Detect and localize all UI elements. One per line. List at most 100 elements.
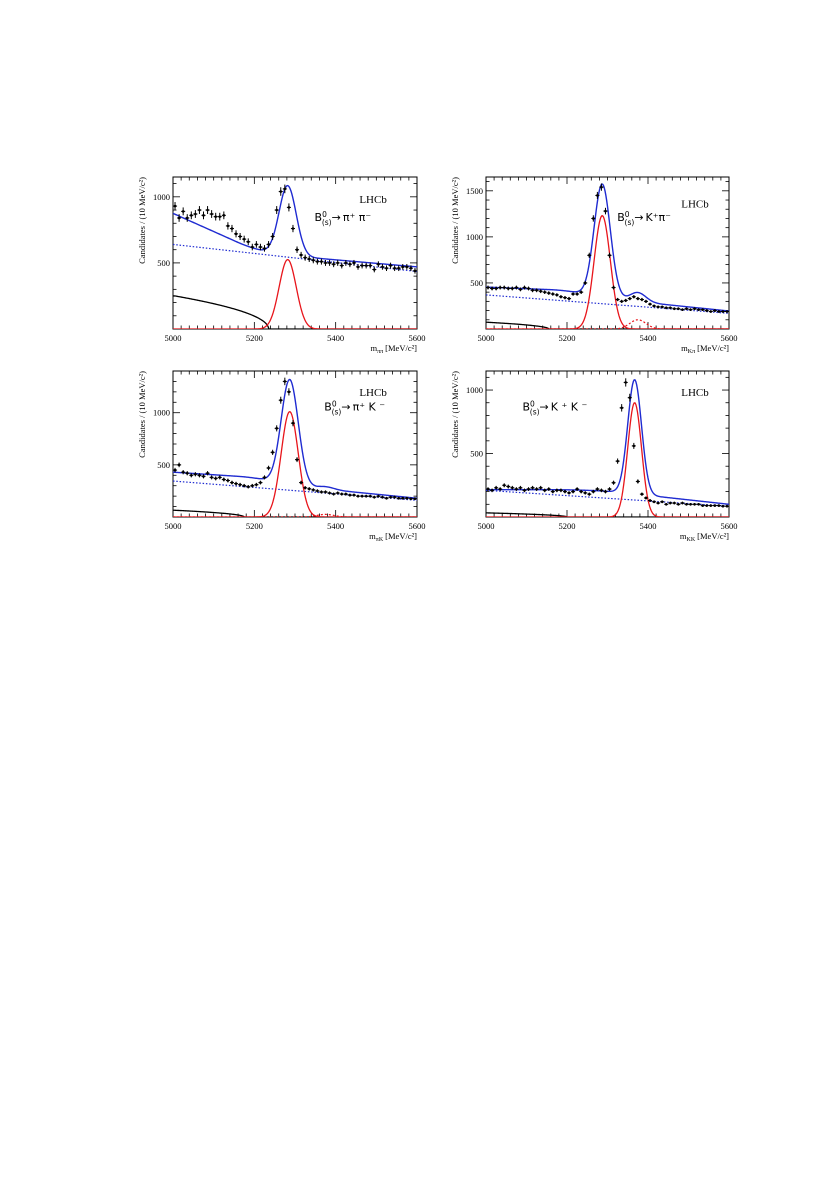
data-point	[218, 476, 222, 479]
data-point	[401, 496, 405, 500]
data-point	[551, 292, 555, 296]
data-point	[725, 310, 729, 313]
data-point	[531, 486, 534, 490]
data-point	[673, 307, 676, 311]
data-point	[377, 262, 380, 266]
data-point	[624, 381, 628, 384]
data-point	[381, 265, 384, 269]
data-point	[279, 398, 283, 402]
data-point	[291, 227, 295, 230]
y-tick-label: 500	[157, 258, 170, 268]
data-point	[628, 396, 632, 399]
data-point	[242, 237, 246, 241]
decay-label: B0 (s)→ K⁺π⁻	[617, 210, 671, 227]
data-point	[632, 295, 636, 299]
data-point	[620, 406, 623, 410]
data-point	[234, 482, 238, 485]
lhcb-label: LHCb	[681, 198, 709, 210]
data-point	[332, 492, 335, 496]
data-point	[271, 235, 274, 238]
data-point	[656, 305, 660, 309]
data-point	[251, 484, 254, 488]
data-point	[604, 209, 607, 213]
data-point	[177, 216, 181, 220]
decay-arrow: →	[540, 400, 549, 413]
data-point	[373, 268, 376, 271]
x-label-var: m	[680, 531, 687, 541]
data-point	[636, 297, 640, 300]
data-point	[214, 477, 217, 480]
data-point	[299, 253, 303, 257]
data-point	[336, 261, 340, 265]
data-point	[279, 190, 283, 193]
combinatorial-background-curve	[173, 243, 417, 273]
data-point	[600, 489, 603, 492]
data-point	[579, 290, 583, 294]
data-point	[648, 499, 652, 502]
y-axis-label: Candidates / (10 MeV/c²)	[137, 371, 147, 458]
data-point	[275, 427, 279, 430]
data-point	[271, 451, 274, 454]
x-label-var: m	[370, 343, 377, 353]
data-point	[185, 216, 189, 220]
data-point	[519, 288, 522, 291]
data-point	[717, 310, 721, 313]
data-point	[571, 292, 575, 296]
data-point	[320, 260, 323, 263]
data-point	[360, 264, 364, 267]
data-point	[656, 501, 660, 505]
x-tick-label: 5000	[165, 333, 182, 343]
decay-parent: B	[324, 400, 332, 413]
data-point	[234, 232, 238, 236]
data-point	[498, 286, 502, 289]
decay-subscript: (s)	[625, 218, 635, 227]
decay-products: K ⁺ K ⁻	[551, 400, 588, 413]
x-label-unit: [MeV/c²]	[697, 531, 729, 541]
data-point	[352, 261, 356, 265]
data-point	[652, 304, 656, 308]
data-point	[401, 265, 405, 269]
x-tick-label: 5200	[559, 521, 576, 531]
data-point	[332, 262, 335, 266]
data-point	[486, 487, 490, 491]
data-point	[604, 490, 607, 493]
data-point	[377, 494, 380, 498]
data-point	[409, 497, 413, 501]
data-point	[312, 488, 315, 492]
data-point	[648, 302, 652, 306]
data-point	[632, 444, 636, 448]
decay-parent: B	[315, 211, 323, 224]
data-point	[307, 487, 311, 491]
x-tick-label: 5600	[721, 333, 738, 343]
data-point	[681, 501, 684, 505]
data-point	[539, 289, 542, 293]
x-tick-label: 5200	[246, 521, 263, 531]
data-point	[502, 483, 506, 487]
data-point	[490, 287, 494, 290]
data-point	[608, 254, 611, 257]
data-point	[381, 495, 384, 499]
decay-arrow: →	[341, 400, 350, 413]
data-point	[230, 227, 234, 230]
data-point	[697, 308, 700, 311]
decay-subscript: (s)	[530, 407, 540, 416]
data-point	[356, 265, 360, 269]
data-point	[202, 214, 205, 217]
data-point	[583, 281, 587, 285]
data-point	[324, 490, 327, 494]
data-point	[295, 248, 299, 251]
decay-parent: B	[522, 400, 530, 413]
data-point	[287, 206, 291, 209]
data-point	[352, 493, 356, 497]
data-point	[405, 496, 409, 500]
data-point	[555, 293, 559, 297]
data-point	[612, 481, 615, 485]
data-point	[490, 489, 494, 492]
data-point	[539, 486, 542, 490]
data-point	[592, 490, 595, 493]
total-fit-curve	[173, 184, 417, 268]
x-tick-label: 5400	[327, 333, 344, 343]
data-point	[344, 492, 348, 496]
data-point	[608, 487, 611, 491]
